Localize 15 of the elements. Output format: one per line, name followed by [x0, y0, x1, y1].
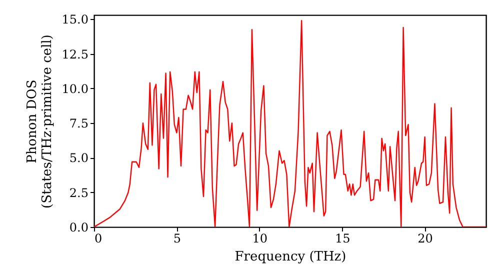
line-series — [94, 20, 486, 227]
y-tick-label: 10.0 — [62, 82, 88, 96]
x-tick-label: 5 — [173, 232, 182, 246]
y-tick-label: 12.5 — [62, 47, 88, 62]
y-tick-label: 15.0 — [62, 12, 88, 27]
x-tick-label: 0 — [94, 232, 102, 246]
x-tick-label: 10 — [252, 232, 268, 246]
y-tick-label: 5.0 — [69, 151, 88, 166]
x-axis-title: Frequency (THz) — [234, 250, 346, 264]
x-tick-label: 15 — [334, 232, 350, 246]
y-tick-label: 7.5 — [69, 116, 88, 131]
y-axis-title: Phonon DOS (States/THz·primitive cell) — [24, 34, 55, 209]
y-tick-label: 0.0 — [69, 220, 88, 234]
x-tick-label: 20 — [418, 232, 433, 246]
y-tick-label: 2.5 — [69, 186, 88, 200]
